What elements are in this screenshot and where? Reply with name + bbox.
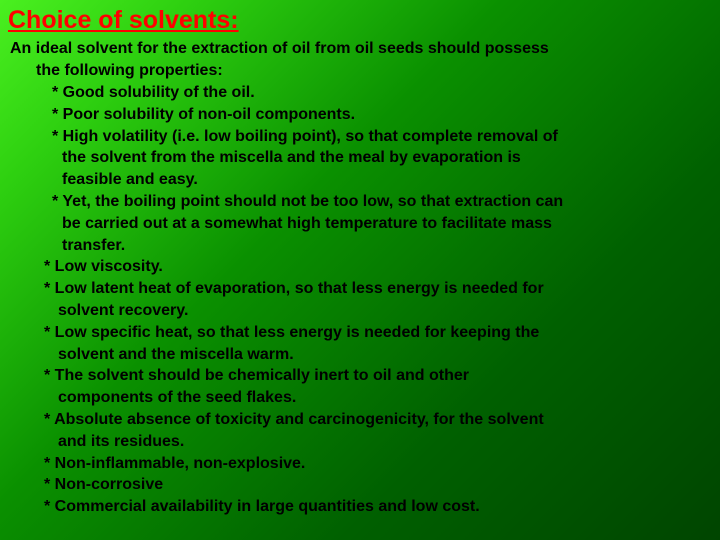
bullet-item: * Low viscosity. — [8, 257, 712, 278]
intro-line: An ideal solvent for the extraction of o… — [8, 39, 712, 59]
bullet-cont: components of the seed flakes. — [8, 388, 712, 409]
bullet-cont: the solvent from the miscella and the me… — [8, 148, 712, 169]
bullet-cont: and its residues. — [8, 432, 712, 453]
intro-line-cont: the following properties: — [8, 61, 712, 81]
slide-title: Choice of solvents: — [8, 6, 712, 35]
bullet-item: * Commercial availability in large quant… — [8, 497, 712, 518]
bullet-item: * Low specific heat, so that less energy… — [8, 323, 712, 344]
bullet-item: * Absolute absence of toxicity and carci… — [8, 410, 712, 431]
bullet-item: * Non-corrosive — [8, 475, 712, 496]
bullet-item: * The solvent should be chemically inert… — [8, 366, 712, 387]
bullet-cont: solvent recovery. — [8, 301, 712, 322]
bullet-cont: feasible and easy. — [8, 170, 712, 191]
bullet-item: * Yet, the boiling point should not be t… — [8, 192, 712, 213]
bullet-cont: be carried out at a somewhat high temper… — [8, 214, 712, 235]
bullet-item: * Poor solubility of non-oil components. — [8, 105, 712, 126]
bullet-item: * Low latent heat of evaporation, so tha… — [8, 279, 712, 300]
bullet-cont: solvent and the miscella warm. — [8, 345, 712, 366]
bullet-item: * Good solubility of the oil. — [8, 83, 712, 104]
bullet-item: * Non-inflammable, non-explosive. — [8, 454, 712, 475]
bullet-cont: transfer. — [8, 236, 712, 257]
bullet-item: * High volatility (i.e. low boiling poin… — [8, 127, 712, 148]
